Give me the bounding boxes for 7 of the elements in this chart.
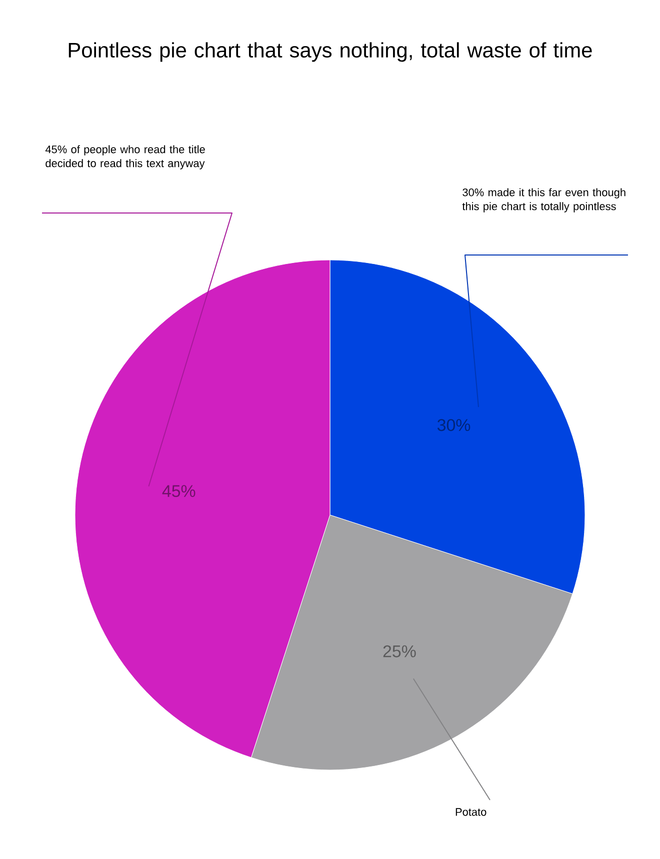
data-label: 30% <box>437 419 470 432</box>
chart-title: Pointless pie chart that says nothing, total waste of time <box>68 42 592 62</box>
data-label: 45% <box>162 485 196 498</box>
slice-label: Potato <box>456 808 486 816</box>
slice-label: 30% made it this far even though this pie chart is totally pointless <box>462 188 626 212</box>
slice-label: 45% of people who read the title decided to read this text anyway <box>45 145 205 170</box>
data-label: 25% <box>383 645 416 658</box>
